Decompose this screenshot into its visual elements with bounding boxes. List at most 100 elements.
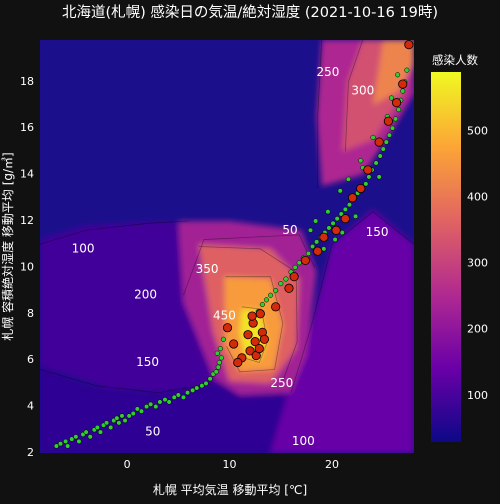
green-point: [108, 424, 114, 431]
red-point: [356, 183, 366, 194]
green-point: [199, 383, 205, 389]
green-point: [292, 264, 298, 270]
green-point: [171, 394, 177, 400]
green-point: [259, 301, 265, 308]
contour-label: 150: [366, 225, 389, 239]
green-point: [353, 213, 359, 219]
y-tick-label: 16: [20, 121, 34, 134]
colorbar-tick-label: 400: [467, 191, 488, 204]
green-point: [218, 355, 224, 361]
red-point: [284, 283, 294, 293]
green-point: [122, 417, 128, 424]
scatter-points: [53, 40, 414, 449]
green-point: [396, 107, 402, 113]
contour-line: [40, 220, 189, 245]
red-point: [398, 79, 408, 89]
y-tick-label: 12: [20, 214, 34, 227]
green-point: [358, 158, 364, 164]
green-point: [373, 160, 379, 166]
green-point: [337, 188, 343, 194]
colorbar: 感染人数 100 200 300 400 500: [431, 53, 488, 442]
red-point: [255, 309, 265, 319]
green-point: [130, 411, 136, 417]
colorbar-ticks: 100 200 300 400 500: [467, 124, 488, 401]
y-tick-label: 18: [20, 75, 34, 88]
x-tick-label: 0: [124, 458, 131, 471]
x-tick-label: 20: [325, 458, 339, 471]
contour-label: 250: [316, 65, 339, 79]
contour-label: 50: [282, 223, 297, 237]
red-point: [340, 214, 350, 224]
green-point: [175, 392, 181, 398]
y-tick-label: 6: [27, 353, 34, 366]
green-point: [138, 408, 144, 414]
contour-label: 150: [136, 355, 159, 369]
green-point: [389, 125, 396, 131]
green-point: [376, 174, 382, 180]
green-point: [278, 281, 284, 287]
colorbar-tick-label: 100: [467, 389, 488, 402]
contour-line: [290, 211, 414, 393]
red-point: [383, 116, 393, 126]
green-point: [94, 424, 100, 431]
red-point: [347, 193, 358, 203]
green-point: [215, 364, 221, 370]
green-point: [325, 209, 331, 215]
green-point: [334, 216, 340, 222]
heat-field: [40, 40, 414, 453]
green-point: [342, 206, 348, 212]
red-point: [313, 246, 323, 256]
red-point: [391, 98, 402, 108]
red-point: [259, 334, 269, 344]
green-point: [97, 429, 104, 435]
green-point: [148, 401, 154, 407]
red-point: [300, 255, 310, 266]
green-point: [166, 399, 172, 405]
colorbar-tick-label: 200: [467, 323, 488, 336]
contour-lines: [40, 40, 414, 394]
green-point: [345, 176, 351, 182]
contour-label: 50: [145, 425, 160, 439]
green-point: [310, 243, 316, 250]
green-point: [73, 434, 79, 440]
red-point: [374, 137, 384, 147]
colorbar-gradient: [431, 72, 461, 442]
green-point: [114, 415, 120, 421]
x-axis: 0 10 20: [124, 458, 339, 471]
green-point: [185, 390, 191, 396]
red-point: [243, 330, 253, 340]
green-point: [263, 297, 269, 303]
green-point: [370, 134, 376, 140]
green-point: [190, 387, 196, 393]
y-tick-label: 8: [27, 307, 34, 320]
red-point: [250, 337, 260, 347]
green-point: [363, 181, 369, 187]
heat-region: [270, 209, 414, 453]
red-point: [271, 302, 281, 312]
green-point: [393, 116, 399, 122]
red-point: [245, 346, 255, 356]
contour-label: 200: [134, 288, 157, 302]
green-point: [116, 420, 122, 426]
contour-line: [344, 40, 364, 152]
green-point: [332, 236, 338, 243]
green-point: [214, 350, 220, 356]
green-point: [388, 95, 395, 101]
green-point: [307, 227, 314, 233]
green-point: [386, 132, 392, 138]
green-point: [326, 225, 332, 231]
red-point: [289, 272, 299, 282]
green-point: [283, 276, 289, 282]
contour-label: 100: [72, 241, 95, 255]
green-point: [194, 385, 200, 391]
green-point: [157, 399, 163, 405]
green-point: [104, 420, 110, 426]
y-axis-label: 札幌 容積絶対湿度 移動平均 [g/㎥]: [0, 152, 15, 340]
x-axis-label: 札幌 平均気温 移動平均 [℃]: [153, 482, 307, 497]
green-point: [314, 239, 320, 245]
green-point: [313, 218, 319, 224]
green-point: [330, 220, 336, 226]
green-point: [180, 394, 187, 400]
y-tick-label: 4: [27, 400, 34, 413]
